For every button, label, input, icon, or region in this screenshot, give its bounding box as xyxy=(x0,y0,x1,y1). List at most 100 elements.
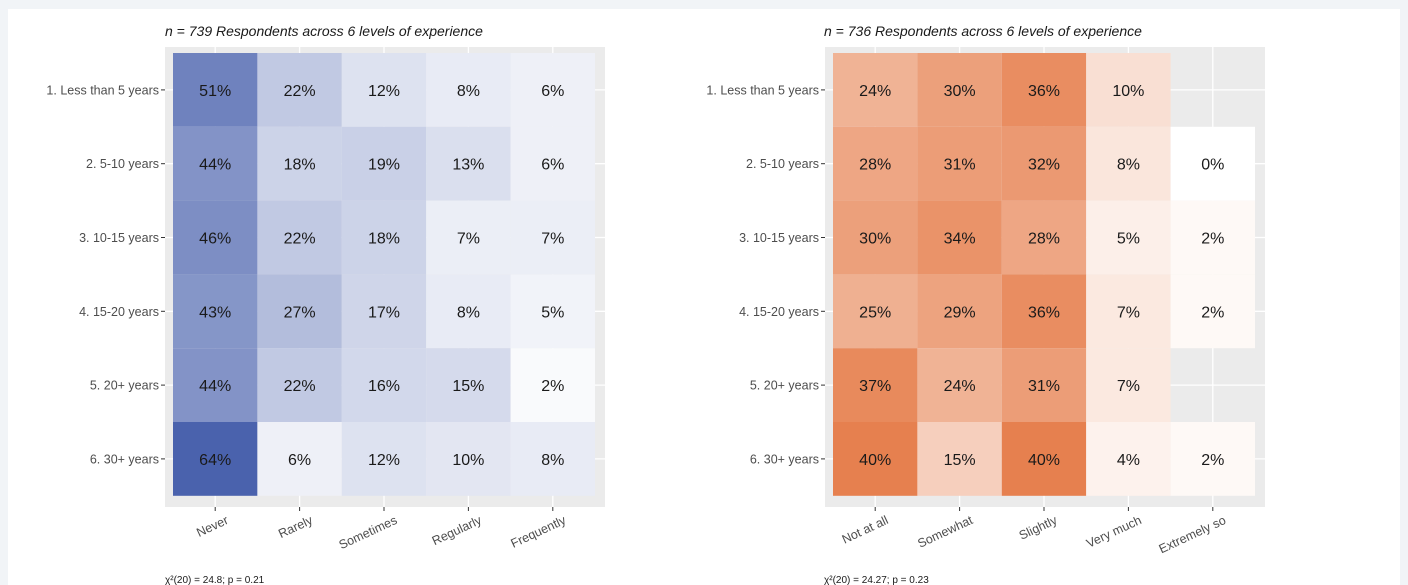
heatmap-cell xyxy=(833,200,918,275)
heatmap-cell xyxy=(1086,274,1171,349)
x-tick-label: Extremely so xyxy=(1157,513,1228,556)
y-tick-label: 2. 5-10 years xyxy=(86,157,159,171)
cell-value-label: 7% xyxy=(1117,304,1140,321)
cell-labels: 24% 30% 36% 10% 28% 31% 32% 8% 0% 30% 34% 28% 5% 2% 25… xyxy=(859,83,1224,469)
cell-value-label: 10% xyxy=(452,452,484,469)
cell-value-label: 34% xyxy=(944,231,976,248)
cell-value-label: 7% xyxy=(541,231,564,248)
cell-value-label: 44% xyxy=(199,157,231,174)
chart-subtitle: n = 739 Respondents across 6 levels of e… xyxy=(165,23,483,39)
cell-value-label: 18% xyxy=(284,157,316,174)
heatmap-right: n = 736 Respondents across 6 levels of e… xyxy=(706,23,1265,585)
heatmap-cell xyxy=(173,274,258,349)
cell-value-label: 37% xyxy=(859,378,891,395)
heatmap-cell xyxy=(1170,200,1255,275)
heatmap-cell xyxy=(917,422,1002,496)
chart-subtitle: n = 736 Respondents across 6 levels of e… xyxy=(824,23,1142,39)
cell-value-label: 24% xyxy=(859,83,891,100)
cell-value-label: 30% xyxy=(944,83,976,100)
heatmap-cell xyxy=(917,348,1002,422)
heatmap-cell xyxy=(426,422,511,496)
cell-value-label: 31% xyxy=(1028,378,1060,395)
x-axis: Never Rarely Sometimes Regularly Frequently xyxy=(194,507,569,552)
heatmap-cell xyxy=(510,348,595,422)
heatmap-cell xyxy=(1086,53,1171,127)
cell-value-label: 2% xyxy=(1201,231,1224,248)
heatmap-cell xyxy=(833,53,918,127)
cell-value-label: 10% xyxy=(1112,83,1144,100)
heatmap-cell xyxy=(1170,422,1255,496)
y-axis: 1. Less than 5 years 2. 5-10 years 3. 10-1… xyxy=(46,83,165,466)
heatmap-cell xyxy=(173,126,258,201)
heatmap-cell xyxy=(1001,422,1087,496)
y-tick-label: 4. 15-20 years xyxy=(79,305,159,319)
cell-labels: 51% 22% 12% 8% 6% 44% 18% 19% 13% 6% 46% 22% 18% 7% 7%… xyxy=(199,83,564,469)
cell-value-label: 25% xyxy=(859,304,891,321)
heatmap-cell xyxy=(1001,53,1087,127)
cell-value-label: 22% xyxy=(284,231,316,248)
cell-value-label: 6% xyxy=(541,83,564,100)
y-tick-label: 5. 20+ years xyxy=(750,379,819,393)
cell-value-label: 51% xyxy=(199,83,231,100)
cell-value-label: 46% xyxy=(199,231,231,248)
cell-value-label: 24% xyxy=(944,378,976,395)
heatmap-cells xyxy=(833,53,1255,496)
x-tick-label: Sometimes xyxy=(337,513,400,552)
cell-value-label: 5% xyxy=(541,304,564,321)
cell-value-label: 19% xyxy=(368,157,400,174)
heatmap-cell xyxy=(1170,126,1255,201)
x-tick-label: Somewhat xyxy=(915,513,975,551)
chart-stage: n = 739 Respondents across 6 levels of e… xyxy=(8,9,1400,585)
cell-value-label: 13% xyxy=(452,157,484,174)
y-tick-label: 4. 15-20 years xyxy=(739,305,819,319)
heatmap-cell xyxy=(257,126,342,201)
heatmap-cell xyxy=(1086,422,1171,496)
cell-value-label: 8% xyxy=(1117,157,1140,174)
y-tick-label: 1. Less than 5 years xyxy=(706,83,819,97)
x-tick-label: Never xyxy=(194,513,230,540)
heatmap-cell xyxy=(510,53,595,127)
heatmap-cell xyxy=(1086,126,1171,201)
heatmap-cell xyxy=(1086,200,1171,275)
heatmap-cell xyxy=(341,126,427,201)
cell-value-label: 2% xyxy=(1201,452,1224,469)
cell-value-label: 18% xyxy=(368,231,400,248)
x-tick-label: Slightly xyxy=(1017,513,1060,543)
cell-value-label: 43% xyxy=(199,304,231,321)
y-tick-label: 3. 10-15 years xyxy=(739,231,819,245)
heatmap-cell xyxy=(257,53,342,127)
cell-value-label: 8% xyxy=(457,304,480,321)
y-tick-label: 3. 10-15 years xyxy=(79,231,159,245)
cell-value-label: 2% xyxy=(541,378,564,395)
cell-value-label: 22% xyxy=(284,378,316,395)
heatmap-cell xyxy=(426,53,511,127)
heatmap-cell xyxy=(833,126,918,201)
x-tick-label: Regularly xyxy=(430,513,484,548)
heatmap-cell xyxy=(173,422,258,496)
chart-caption: χ²(20) = 24.8; p = 0.21 xyxy=(165,575,265,585)
cell-value-label: 15% xyxy=(944,452,976,469)
heatmap-cell xyxy=(1001,274,1087,349)
cell-value-label: 8% xyxy=(457,83,480,100)
cell-value-label: 6% xyxy=(541,157,564,174)
heatmap-cell xyxy=(341,348,427,422)
heatmap-cell xyxy=(1001,348,1087,422)
heatmap-cell xyxy=(257,422,342,496)
cell-value-label: 7% xyxy=(1117,378,1140,395)
cell-value-label: 7% xyxy=(457,231,480,248)
chart-caption: χ²(20) = 24.27; p = 0.23 xyxy=(824,575,929,585)
cell-value-label: 8% xyxy=(541,452,564,469)
heatmap-cell xyxy=(257,348,342,422)
heatmap-cell xyxy=(917,53,1002,127)
heatmap-cell xyxy=(341,53,427,127)
cell-value-label: 17% xyxy=(368,304,400,321)
cell-value-label: 0% xyxy=(1201,157,1224,174)
cell-value-label: 30% xyxy=(859,231,891,248)
heatmap-cell xyxy=(917,274,1002,349)
cell-value-label: 28% xyxy=(859,157,891,174)
heatmap-cell xyxy=(426,348,511,422)
heatmap-cell xyxy=(1170,274,1255,349)
y-tick-label: 5. 20+ years xyxy=(90,379,159,393)
x-tick-label: Rarely xyxy=(276,513,315,541)
y-axis: 1. Less than 5 years 2. 5-10 years 3. 10-1… xyxy=(706,83,825,466)
